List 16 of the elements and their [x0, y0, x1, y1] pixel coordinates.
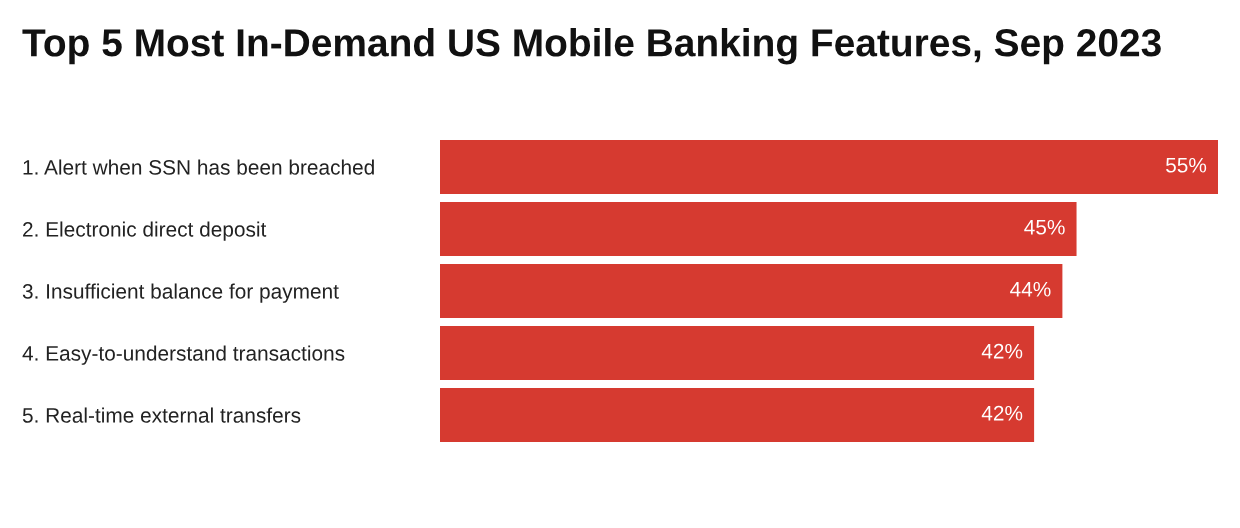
data-label: 44% [1010, 281, 1051, 297]
y-tick-label: 3. Insufficient balance for payment [22, 283, 339, 303]
bar [440, 140, 1218, 194]
bar [440, 326, 1035, 380]
bar [440, 388, 1035, 442]
y-tick-label: 1. Alert when SSN has been breached [23, 159, 374, 175]
y-tick-label: 2. Electronic direct deposit [23, 221, 267, 241]
y-tick-label: 4. Easy-to-understand transactions [22, 345, 345, 365]
data-label: 45% [1024, 219, 1065, 235]
bar [440, 202, 1077, 256]
data-label: 55% [1166, 157, 1207, 173]
chart-title: Top 5 Most In-Demand US Mobile Banking Features, Sep 2023 [22, 28, 1161, 65]
bar [440, 264, 1063, 318]
data-label: 42% [981, 405, 1023, 421]
y-tick-label: 5. Real-time external transfers [22, 407, 301, 423]
data-label: 42% [981, 343, 1023, 359]
